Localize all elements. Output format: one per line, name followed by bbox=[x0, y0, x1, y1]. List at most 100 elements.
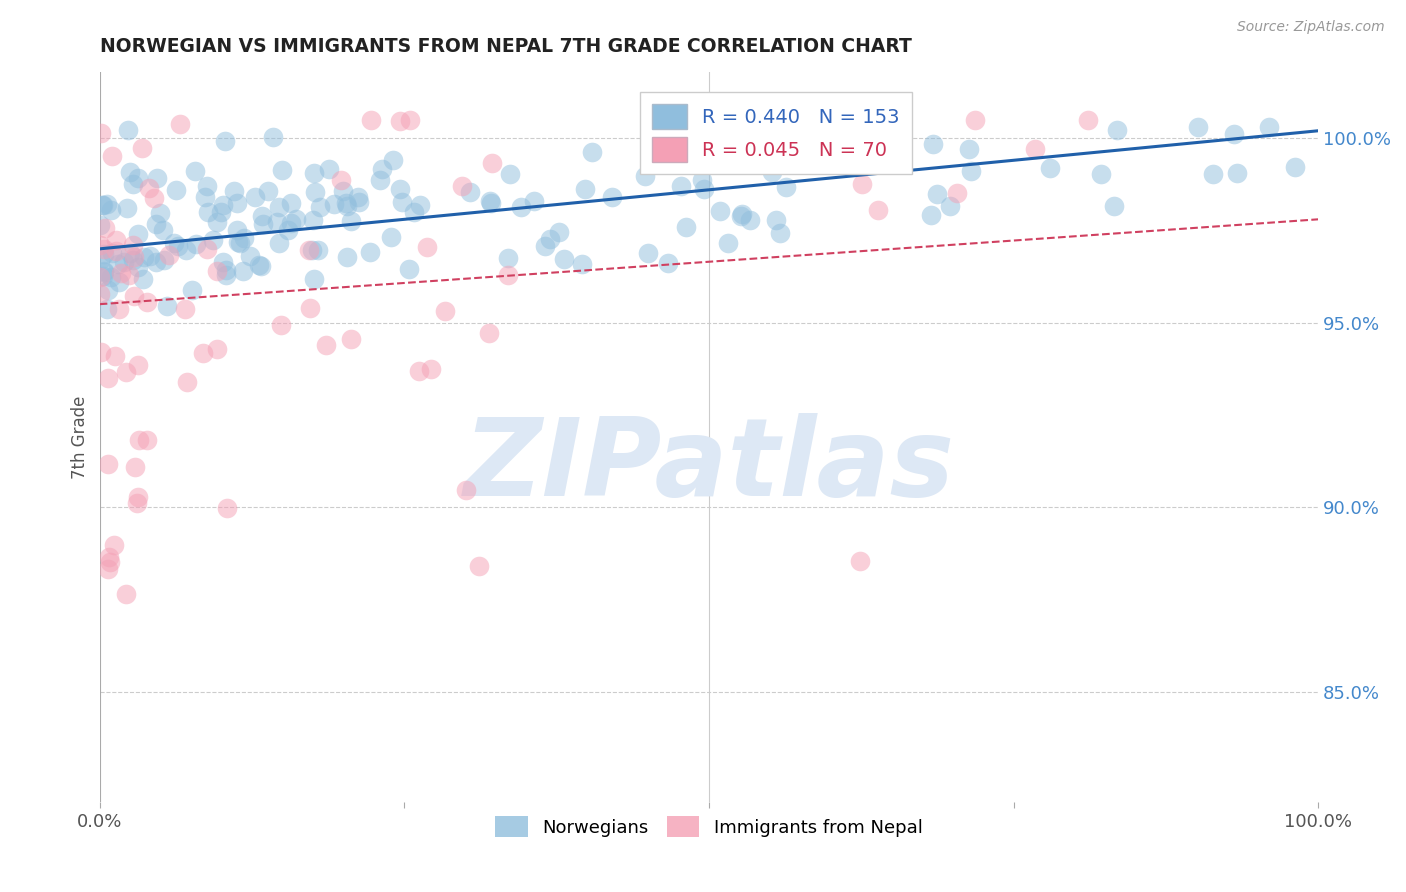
Point bbox=[692, 173, 714, 187]
Point bbox=[205, 264, 228, 278]
Point bbox=[90, 345, 112, 359]
Point bbox=[416, 240, 439, 254]
Point bbox=[212, 255, 235, 269]
Point bbox=[93, 242, 115, 256]
Point bbox=[717, 235, 740, 250]
Point bbox=[451, 179, 474, 194]
Point bbox=[125, 496, 148, 510]
Point bbox=[122, 237, 145, 252]
Point bbox=[93, 265, 115, 279]
Point bbox=[197, 178, 219, 193]
Point bbox=[100, 202, 122, 217]
Point bbox=[104, 349, 127, 363]
Point bbox=[807, 143, 830, 157]
Point bbox=[169, 117, 191, 131]
Point bbox=[761, 165, 783, 179]
Point bbox=[157, 248, 180, 262]
Point bbox=[176, 376, 198, 390]
Point bbox=[100, 149, 122, 163]
Point bbox=[1024, 142, 1046, 156]
Point bbox=[399, 112, 422, 127]
Point bbox=[205, 342, 228, 356]
Point bbox=[105, 244, 128, 258]
Y-axis label: 7th Grade: 7th Grade bbox=[72, 395, 89, 479]
Point bbox=[250, 259, 273, 273]
Point bbox=[232, 231, 254, 245]
Point bbox=[496, 252, 519, 266]
Point bbox=[523, 194, 546, 208]
Point bbox=[165, 183, 187, 197]
Point bbox=[581, 145, 603, 159]
Point bbox=[368, 172, 391, 186]
Point bbox=[127, 490, 149, 504]
Point bbox=[226, 222, 249, 236]
Point bbox=[90, 127, 112, 141]
Point bbox=[212, 197, 235, 211]
Point bbox=[309, 200, 332, 214]
Point bbox=[339, 332, 361, 346]
Point bbox=[98, 555, 121, 569]
Point bbox=[128, 433, 150, 447]
Point bbox=[174, 244, 197, 258]
Point bbox=[533, 239, 555, 253]
Point bbox=[108, 301, 131, 316]
Point bbox=[209, 205, 232, 219]
Point bbox=[299, 301, 322, 316]
Point bbox=[925, 186, 948, 201]
Point bbox=[849, 553, 872, 567]
Point bbox=[197, 205, 219, 219]
Point bbox=[339, 214, 361, 228]
Point bbox=[138, 250, 160, 264]
Point bbox=[135, 294, 157, 309]
Point bbox=[730, 209, 752, 223]
Point bbox=[866, 202, 889, 217]
Point bbox=[120, 164, 142, 178]
Point bbox=[98, 549, 121, 564]
Point bbox=[93, 264, 115, 278]
Point bbox=[97, 283, 120, 297]
Point bbox=[118, 268, 141, 282]
Point bbox=[553, 252, 575, 266]
Point bbox=[145, 217, 167, 231]
Point bbox=[101, 246, 124, 260]
Point bbox=[496, 268, 519, 283]
Point bbox=[409, 198, 432, 212]
Point bbox=[920, 207, 942, 221]
Point bbox=[634, 169, 657, 183]
Point bbox=[398, 261, 420, 276]
Point bbox=[263, 130, 285, 145]
Point bbox=[347, 194, 370, 209]
Point bbox=[359, 245, 381, 260]
Point bbox=[675, 220, 697, 235]
Point bbox=[1257, 120, 1279, 134]
Point bbox=[301, 243, 323, 257]
Point bbox=[479, 194, 502, 208]
Point bbox=[270, 318, 292, 332]
Point bbox=[731, 136, 754, 150]
Point bbox=[269, 235, 291, 250]
Point bbox=[136, 433, 159, 447]
Point bbox=[118, 245, 141, 260]
Point bbox=[510, 200, 533, 214]
Point bbox=[127, 260, 149, 274]
Point bbox=[851, 177, 873, 191]
Point bbox=[1077, 112, 1099, 127]
Point bbox=[215, 263, 238, 277]
Point bbox=[332, 184, 354, 198]
Point bbox=[304, 166, 326, 180]
Point bbox=[323, 197, 346, 211]
Point bbox=[132, 272, 155, 286]
Point bbox=[167, 239, 190, 253]
Point bbox=[1223, 128, 1246, 142]
Point bbox=[318, 162, 340, 177]
Point bbox=[97, 371, 120, 385]
Point bbox=[202, 233, 225, 247]
Point bbox=[498, 167, 520, 181]
Point bbox=[122, 252, 145, 267]
Point bbox=[127, 227, 149, 241]
Point bbox=[121, 178, 143, 192]
Point bbox=[89, 269, 111, 284]
Point bbox=[232, 263, 254, 277]
Point bbox=[402, 204, 425, 219]
Point bbox=[965, 112, 987, 127]
